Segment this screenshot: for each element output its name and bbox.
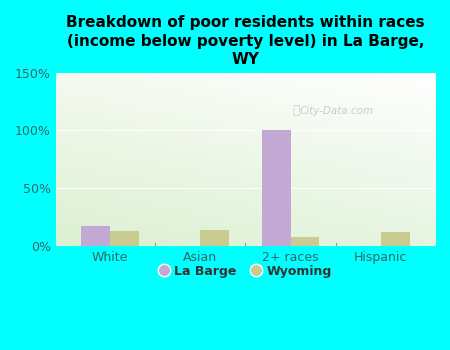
Bar — [381, 232, 410, 246]
Legend: La Barge, Wyoming: La Barge, Wyoming — [154, 260, 337, 283]
Text: City-Data.com: City-Data.com — [299, 106, 374, 116]
Bar — [81, 226, 110, 246]
Bar — [200, 230, 229, 246]
Title: Breakdown of poor residents within races
(income below poverty level) in La Barg: Breakdown of poor residents within races… — [66, 15, 425, 67]
Bar — [110, 231, 139, 246]
Bar — [261, 130, 291, 246]
Text: ⦿: ⦿ — [293, 104, 300, 117]
Bar — [291, 237, 319, 246]
